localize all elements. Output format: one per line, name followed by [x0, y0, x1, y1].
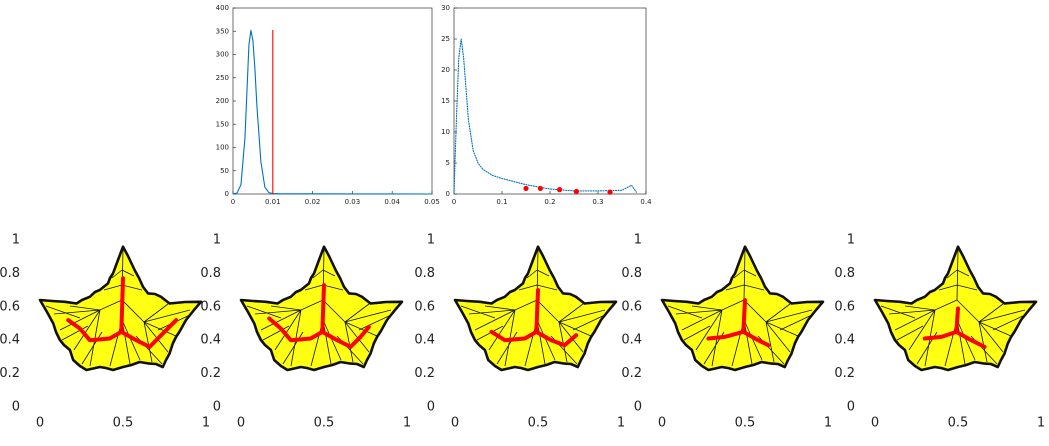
x-tick-label: 0: [871, 416, 879, 431]
y-tick-label: 15: [441, 97, 450, 105]
y-tick-label: 30: [441, 4, 450, 12]
y-tick-label: 1: [847, 233, 855, 248]
x-tick-label: 0.05: [424, 198, 440, 206]
y-tick-label: 300: [216, 51, 229, 59]
y-tick-label: 0.4: [414, 333, 435, 348]
data-line: [489, 329, 579, 348]
data-line: [954, 306, 960, 334]
x-tick-label: 0.5: [314, 416, 335, 431]
y-tick-label: 50: [220, 167, 229, 175]
data-point: [557, 187, 563, 193]
y-tick-label: 10: [441, 128, 450, 136]
axes-frame: [453, 7, 647, 195]
axes-frame: [232, 7, 433, 195]
y-tick-label: 0.6: [0, 299, 20, 314]
data-line: [922, 329, 987, 349]
y-tick-label: 0: [213, 400, 221, 415]
y-tick-label: 5: [446, 159, 450, 167]
y-tick-label: 0.2: [200, 366, 221, 381]
y-tick-label: 0.6: [621, 299, 642, 314]
y-tick-label: 25: [441, 35, 450, 43]
y-tick-label: 0: [427, 400, 435, 415]
y-tick-label: 0: [847, 400, 855, 415]
x-tick-label: 1: [824, 416, 832, 431]
y-tick-label: 0.4: [621, 333, 642, 348]
x-tick-label: 0.4: [640, 198, 652, 206]
x-tick-label: 0.2: [544, 198, 555, 206]
data-line: [66, 318, 179, 349]
y-tick-label: 0: [634, 400, 642, 415]
x-tick-label: 0: [451, 416, 459, 431]
y-tick-label: 0: [225, 190, 229, 198]
data-point: [523, 185, 529, 192]
y-tick-label: 1: [12, 233, 20, 248]
y-tick-label: 0.2: [414, 366, 435, 381]
x-tick-label: 1: [1037, 416, 1045, 431]
data-point: [607, 189, 613, 195]
y-tick-label: 0.6: [414, 299, 435, 314]
y-tick-label: 0.2: [621, 366, 642, 381]
data-line: [741, 298, 747, 334]
y-tick-label: 0.4: [200, 333, 221, 348]
x-tick-label: 0.5: [735, 416, 756, 431]
y-tick-label: 0.2: [834, 366, 855, 381]
y-tick-label: 100: [216, 144, 229, 152]
data-point: [537, 185, 544, 192]
data-line: [267, 316, 371, 349]
y-tick-label: 0.8: [834, 266, 855, 281]
data-line: [534, 288, 540, 334]
x-tick-label: 0.5: [113, 416, 134, 431]
x-tick-label: 0: [231, 198, 235, 206]
data-line: [706, 329, 771, 348]
y-tick-label: 0: [446, 190, 450, 198]
x-tick-label: 0: [36, 416, 44, 431]
x-tick-label: 1: [617, 416, 625, 431]
x-tick-label: 0.5: [948, 416, 969, 431]
x-tick-label: 0: [658, 416, 666, 431]
x-tick-label: 0.5: [528, 416, 549, 431]
y-tick-label: 0.8: [200, 266, 221, 281]
y-tick-label: 1: [213, 233, 221, 248]
data-line: [320, 283, 326, 334]
x-tick-label: 0.04: [384, 198, 400, 206]
leaf-image: [660, 245, 825, 372]
y-tick-label: 0.8: [414, 266, 435, 281]
y-tick-label: 150: [216, 120, 229, 128]
x-tick-label: 1: [403, 416, 411, 431]
x-tick-label: 0: [452, 198, 456, 206]
x-tick-label: 0: [237, 416, 245, 431]
leaf-image: [873, 245, 1038, 372]
y-tick-label: 0: [12, 400, 20, 415]
y-tick-label: 0.6: [200, 299, 221, 314]
y-tick-label: 250: [216, 74, 229, 82]
x-tick-label: 0.1: [496, 198, 507, 206]
y-tick-label: 1: [427, 233, 435, 248]
data-line: [119, 276, 125, 334]
y-tick-label: 400: [216, 4, 229, 12]
x-tick-label: 0.03: [345, 198, 361, 206]
x-tick-label: 0.02: [305, 198, 321, 206]
y-tick-label: 1: [634, 233, 642, 248]
data-point: [573, 188, 580, 195]
y-tick-label: 0.8: [0, 266, 20, 281]
x-tick-label: 0.01: [265, 198, 281, 206]
y-tick-label: 20: [441, 66, 450, 74]
y-tick-label: 200: [216, 97, 229, 105]
x-tick-label: 0.3: [592, 198, 603, 206]
y-tick-label: 0.2: [0, 366, 20, 381]
data-line: [453, 38, 637, 195]
data-line: [232, 29, 433, 195]
y-tick-label: 0.8: [621, 266, 642, 281]
y-tick-label: 0.4: [0, 333, 20, 348]
y-tick-label: 350: [216, 27, 229, 35]
y-tick-label: 0.4: [834, 333, 855, 348]
y-tick-label: 0.6: [834, 299, 855, 314]
x-tick-label: 1: [202, 416, 210, 431]
